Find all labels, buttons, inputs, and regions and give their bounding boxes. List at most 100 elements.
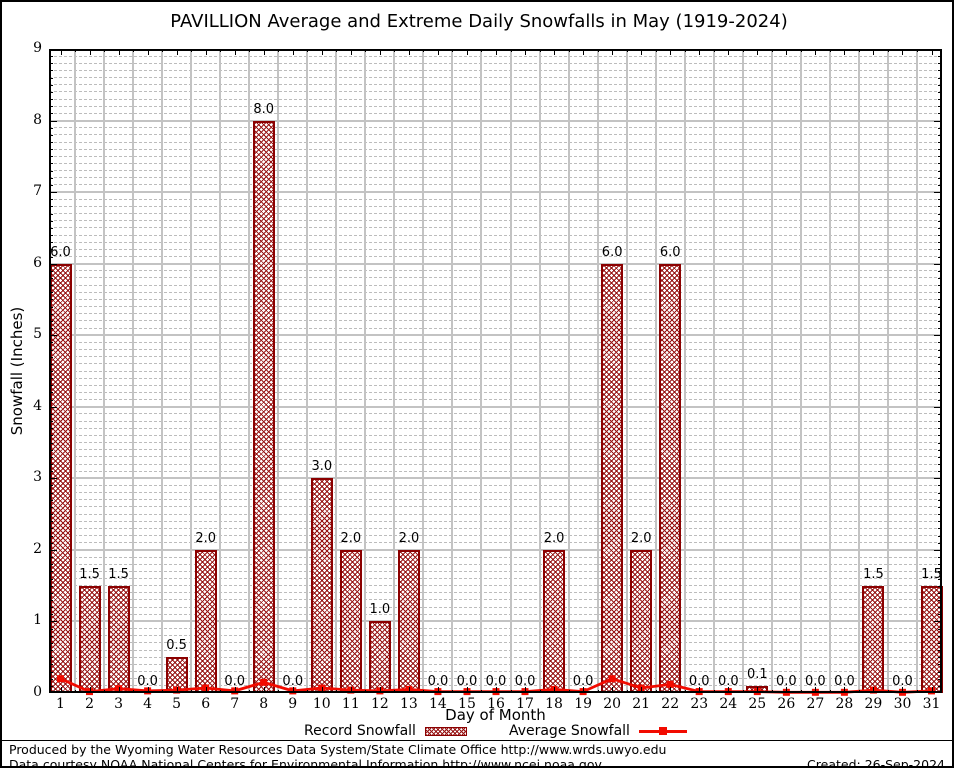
x-axis-tick	[60, 687, 62, 693]
x-axis-tick-minor	[336, 690, 338, 693]
bar-value-label: 2.0	[340, 530, 362, 546]
y-tick-label: 9	[33, 40, 42, 56]
y-axis-tick	[49, 485, 53, 487]
x-axis-tick	[496, 49, 497, 55]
y-tick-label: 8	[33, 111, 42, 128]
y-axis-tick	[49, 549, 57, 551]
y-axis-tick	[938, 320, 942, 322]
y-tick-label: 5	[33, 326, 42, 343]
y-axis-tick	[938, 213, 942, 215]
footer-divider	[2, 740, 952, 741]
bar-value-label: 0.5	[166, 638, 187, 654]
y-gridline-minor	[49, 513, 942, 515]
y-axis-tick	[938, 56, 942, 58]
x-axis-tick-minor	[829, 49, 831, 52]
y-axis-tick	[938, 521, 942, 523]
x-axis-title: Day of Month	[445, 706, 546, 724]
y-axis-tick	[49, 657, 53, 659]
x-tick-label: 13	[399, 696, 418, 712]
x-axis-tick-minor	[307, 690, 309, 693]
y-axis-tick	[49, 506, 53, 508]
x-tick-label: 1	[56, 696, 65, 712]
y-axis-tick	[938, 206, 942, 208]
y-axis-tick	[49, 220, 53, 222]
bar-value-label: 2.0	[543, 530, 565, 546]
y-axis-tick	[49, 599, 53, 601]
y-gridline-minor	[49, 162, 942, 164]
y-axis-tick	[934, 549, 942, 551]
y-axis-tick	[49, 671, 53, 673]
bar-value-label: 0.0	[485, 674, 507, 689]
record-bar-day-3	[107, 585, 130, 693]
x-tick-label: 18	[545, 696, 563, 712]
y-axis-tick	[938, 385, 942, 387]
x-gridline	[857, 49, 860, 693]
y-gridline-minor	[49, 213, 942, 215]
y-gridline-minor	[49, 363, 942, 365]
y-axis-tick	[49, 449, 53, 451]
x-axis-tick-minor	[220, 49, 222, 52]
y-gridline-major	[49, 334, 942, 337]
y-axis-tick	[938, 628, 942, 630]
plot-border	[49, 49, 942, 693]
y-gridline-minor	[49, 170, 942, 172]
y-axis-tick	[938, 256, 942, 258]
y-axis-tick	[938, 642, 942, 644]
y-axis-tick	[934, 263, 942, 265]
y-axis-tick	[49, 585, 53, 587]
bar-value-label: 1.5	[863, 566, 884, 582]
x-axis-tick-minor	[800, 49, 802, 52]
y-axis-tick	[938, 306, 942, 308]
y-axis-tick	[938, 227, 942, 229]
record-bar-day-21	[630, 549, 653, 693]
avg-marker	[405, 685, 413, 693]
y-gridline-minor	[49, 527, 942, 529]
x-gridline	[132, 49, 135, 693]
y-gridline-minor	[49, 291, 942, 293]
y-axis-tick	[49, 106, 53, 108]
y-gridline-minor	[49, 556, 942, 558]
x-gridline	[74, 49, 77, 693]
x-axis-tick-minor	[249, 690, 251, 693]
x-tick-label: 28	[835, 696, 854, 712]
y-axis-tick	[49, 478, 57, 480]
y-axis-tick	[938, 378, 942, 380]
y-axis-tick	[938, 299, 942, 301]
y-gridline-major	[49, 119, 942, 122]
y-tick-label: 2	[33, 540, 42, 557]
y-axis-tick	[49, 306, 53, 308]
y-axis-tick	[49, 471, 53, 473]
x-tick-label: 3	[114, 696, 124, 712]
x-axis-tick-minor	[742, 49, 744, 52]
y-axis-tick	[49, 378, 53, 380]
y-axis-tick	[938, 557, 942, 559]
y-axis-tick	[938, 363, 942, 365]
y-axis-tick	[938, 106, 942, 108]
x-tick-label: 15	[458, 696, 476, 712]
x-tick-label: 6	[201, 696, 211, 712]
x-axis-tick-minor	[104, 690, 106, 693]
x-axis-tick-minor	[307, 49, 309, 52]
bar-value-label: 0.0	[282, 674, 304, 689]
x-axis-tick-minor	[191, 690, 193, 693]
y-axis-tick	[938, 678, 942, 680]
x-axis-tick	[466, 687, 468, 693]
x-tick-label: 9	[288, 696, 298, 712]
y-gridline-minor	[49, 399, 942, 401]
y-gridline-minor	[49, 184, 942, 186]
x-axis-tick	[815, 49, 817, 55]
y-gridline-minor	[49, 649, 942, 651]
footer-data-courtesy: Data courtesy NOAA National Centers for …	[9, 757, 602, 768]
x-axis-tick-minor	[278, 49, 280, 52]
y-axis-tick	[49, 385, 53, 387]
y-axis-tick	[938, 514, 942, 516]
y-axis-tick	[49, 134, 53, 136]
y-axis-tick	[938, 91, 942, 93]
x-gridline	[741, 49, 744, 693]
y-axis-tick	[938, 156, 942, 158]
y-axis-tick	[938, 542, 942, 544]
y-axis-tick	[49, 342, 53, 344]
y-axis-tick	[938, 435, 942, 437]
y-axis-tick	[938, 657, 942, 659]
y-gridline-minor	[49, 284, 942, 286]
